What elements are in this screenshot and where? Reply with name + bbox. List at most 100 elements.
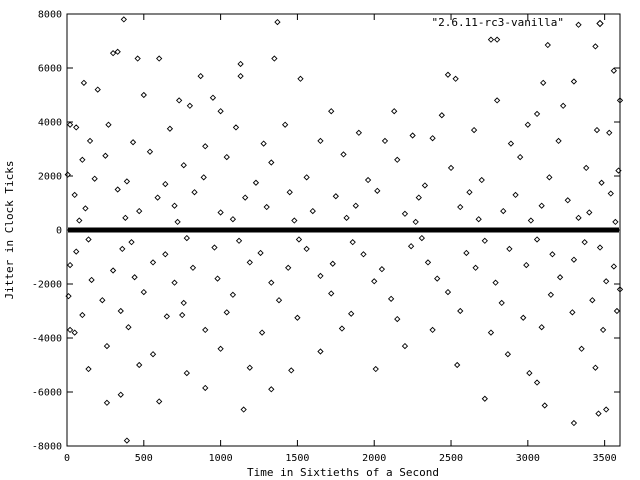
plot-frame xyxy=(66,13,621,447)
data-point xyxy=(285,264,292,271)
data-point xyxy=(271,55,278,62)
data-point xyxy=(592,43,599,50)
data-point xyxy=(82,205,89,212)
data-point xyxy=(533,236,541,243)
y-tick-label: 4000 xyxy=(38,118,62,129)
data-point xyxy=(186,102,194,109)
data-point xyxy=(328,290,335,297)
y-tick-label: 6000 xyxy=(38,64,62,75)
data-point xyxy=(71,191,78,199)
data-point xyxy=(117,307,124,315)
data-point xyxy=(217,108,224,115)
data-point xyxy=(454,361,461,369)
data-point xyxy=(507,140,515,147)
data-point xyxy=(487,36,495,43)
x-tick-label: 1000 xyxy=(209,453,233,464)
data-point xyxy=(237,72,244,80)
data-point xyxy=(463,249,470,257)
data-point xyxy=(223,309,230,316)
data-point xyxy=(275,297,283,304)
data-point xyxy=(91,175,98,182)
data-point xyxy=(109,50,117,57)
data-point xyxy=(309,207,316,215)
data-point xyxy=(80,79,88,86)
data-point xyxy=(268,279,275,286)
data-point xyxy=(117,391,124,398)
data-point xyxy=(162,251,169,258)
data-point xyxy=(349,239,356,246)
data-point xyxy=(438,112,445,119)
data-point xyxy=(517,153,524,161)
data-point xyxy=(492,279,499,286)
data-point xyxy=(73,124,80,131)
data-point xyxy=(470,126,478,134)
data-point xyxy=(123,437,131,444)
data-point xyxy=(240,406,247,413)
data-point xyxy=(570,78,578,85)
data-point xyxy=(415,194,422,201)
data-point xyxy=(66,326,74,334)
y-tick-label: 0 xyxy=(56,226,62,237)
data-point xyxy=(418,234,425,242)
data-point xyxy=(560,102,567,109)
data-point xyxy=(288,367,295,374)
data-point xyxy=(246,259,253,266)
data-point xyxy=(317,348,324,355)
data-point xyxy=(79,156,86,163)
data-point xyxy=(134,55,141,62)
x-tick-label: 2500 xyxy=(439,453,463,464)
x-tick-label: 0 xyxy=(64,453,70,464)
data-point xyxy=(156,55,163,62)
data-point xyxy=(317,272,324,280)
data-point xyxy=(180,162,187,169)
data-point xyxy=(493,36,501,43)
data-point xyxy=(229,291,237,298)
data-point xyxy=(378,266,386,273)
data-point xyxy=(593,126,601,134)
data-point xyxy=(613,307,621,315)
x-axis-title: Time in Sixtieths of a Second xyxy=(247,466,439,479)
data-point xyxy=(444,71,452,78)
data-point xyxy=(197,72,204,80)
data-point xyxy=(610,263,617,270)
data-point xyxy=(235,237,243,244)
data-point xyxy=(589,297,596,304)
data-point xyxy=(317,137,324,145)
data-point xyxy=(596,244,604,251)
data-point xyxy=(163,313,170,320)
data-point xyxy=(424,259,432,266)
data-point xyxy=(549,251,556,258)
data-point xyxy=(575,21,582,28)
data-point xyxy=(612,218,619,226)
data-point xyxy=(103,342,111,350)
data-point xyxy=(166,125,174,132)
data-point xyxy=(260,140,267,147)
data-point xyxy=(114,48,121,55)
data-point xyxy=(202,143,209,150)
data-point xyxy=(343,214,350,221)
data-point xyxy=(286,189,293,196)
y-tick-label: -8000 xyxy=(32,442,62,453)
y-axis-title: Jitter in Clock Ticks xyxy=(3,160,16,299)
data-point xyxy=(401,342,409,350)
data-point xyxy=(504,351,512,358)
data-point xyxy=(129,139,137,146)
data-point xyxy=(498,299,505,307)
data-point xyxy=(140,288,147,296)
data-point xyxy=(162,180,169,188)
data-point xyxy=(481,237,488,244)
data-point xyxy=(232,124,240,131)
legend-marker xyxy=(596,19,604,28)
data-point xyxy=(268,386,275,393)
data-point xyxy=(237,60,244,68)
data-point xyxy=(88,276,95,284)
data-point xyxy=(586,209,593,216)
data-point xyxy=(500,207,507,215)
data-point xyxy=(475,216,482,223)
data-point xyxy=(603,406,610,413)
data-point xyxy=(202,384,209,392)
data-point xyxy=(79,311,86,319)
x-tick-label: 500 xyxy=(135,453,153,464)
data-point xyxy=(533,110,541,118)
